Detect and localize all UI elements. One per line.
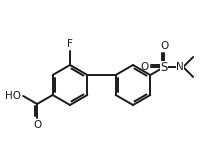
Text: O: O xyxy=(160,41,168,51)
Text: O: O xyxy=(140,62,148,72)
Text: HO: HO xyxy=(5,91,21,101)
Text: F: F xyxy=(67,39,73,49)
Text: N: N xyxy=(176,62,184,72)
Text: S: S xyxy=(160,60,168,73)
Text: O: O xyxy=(33,120,41,130)
